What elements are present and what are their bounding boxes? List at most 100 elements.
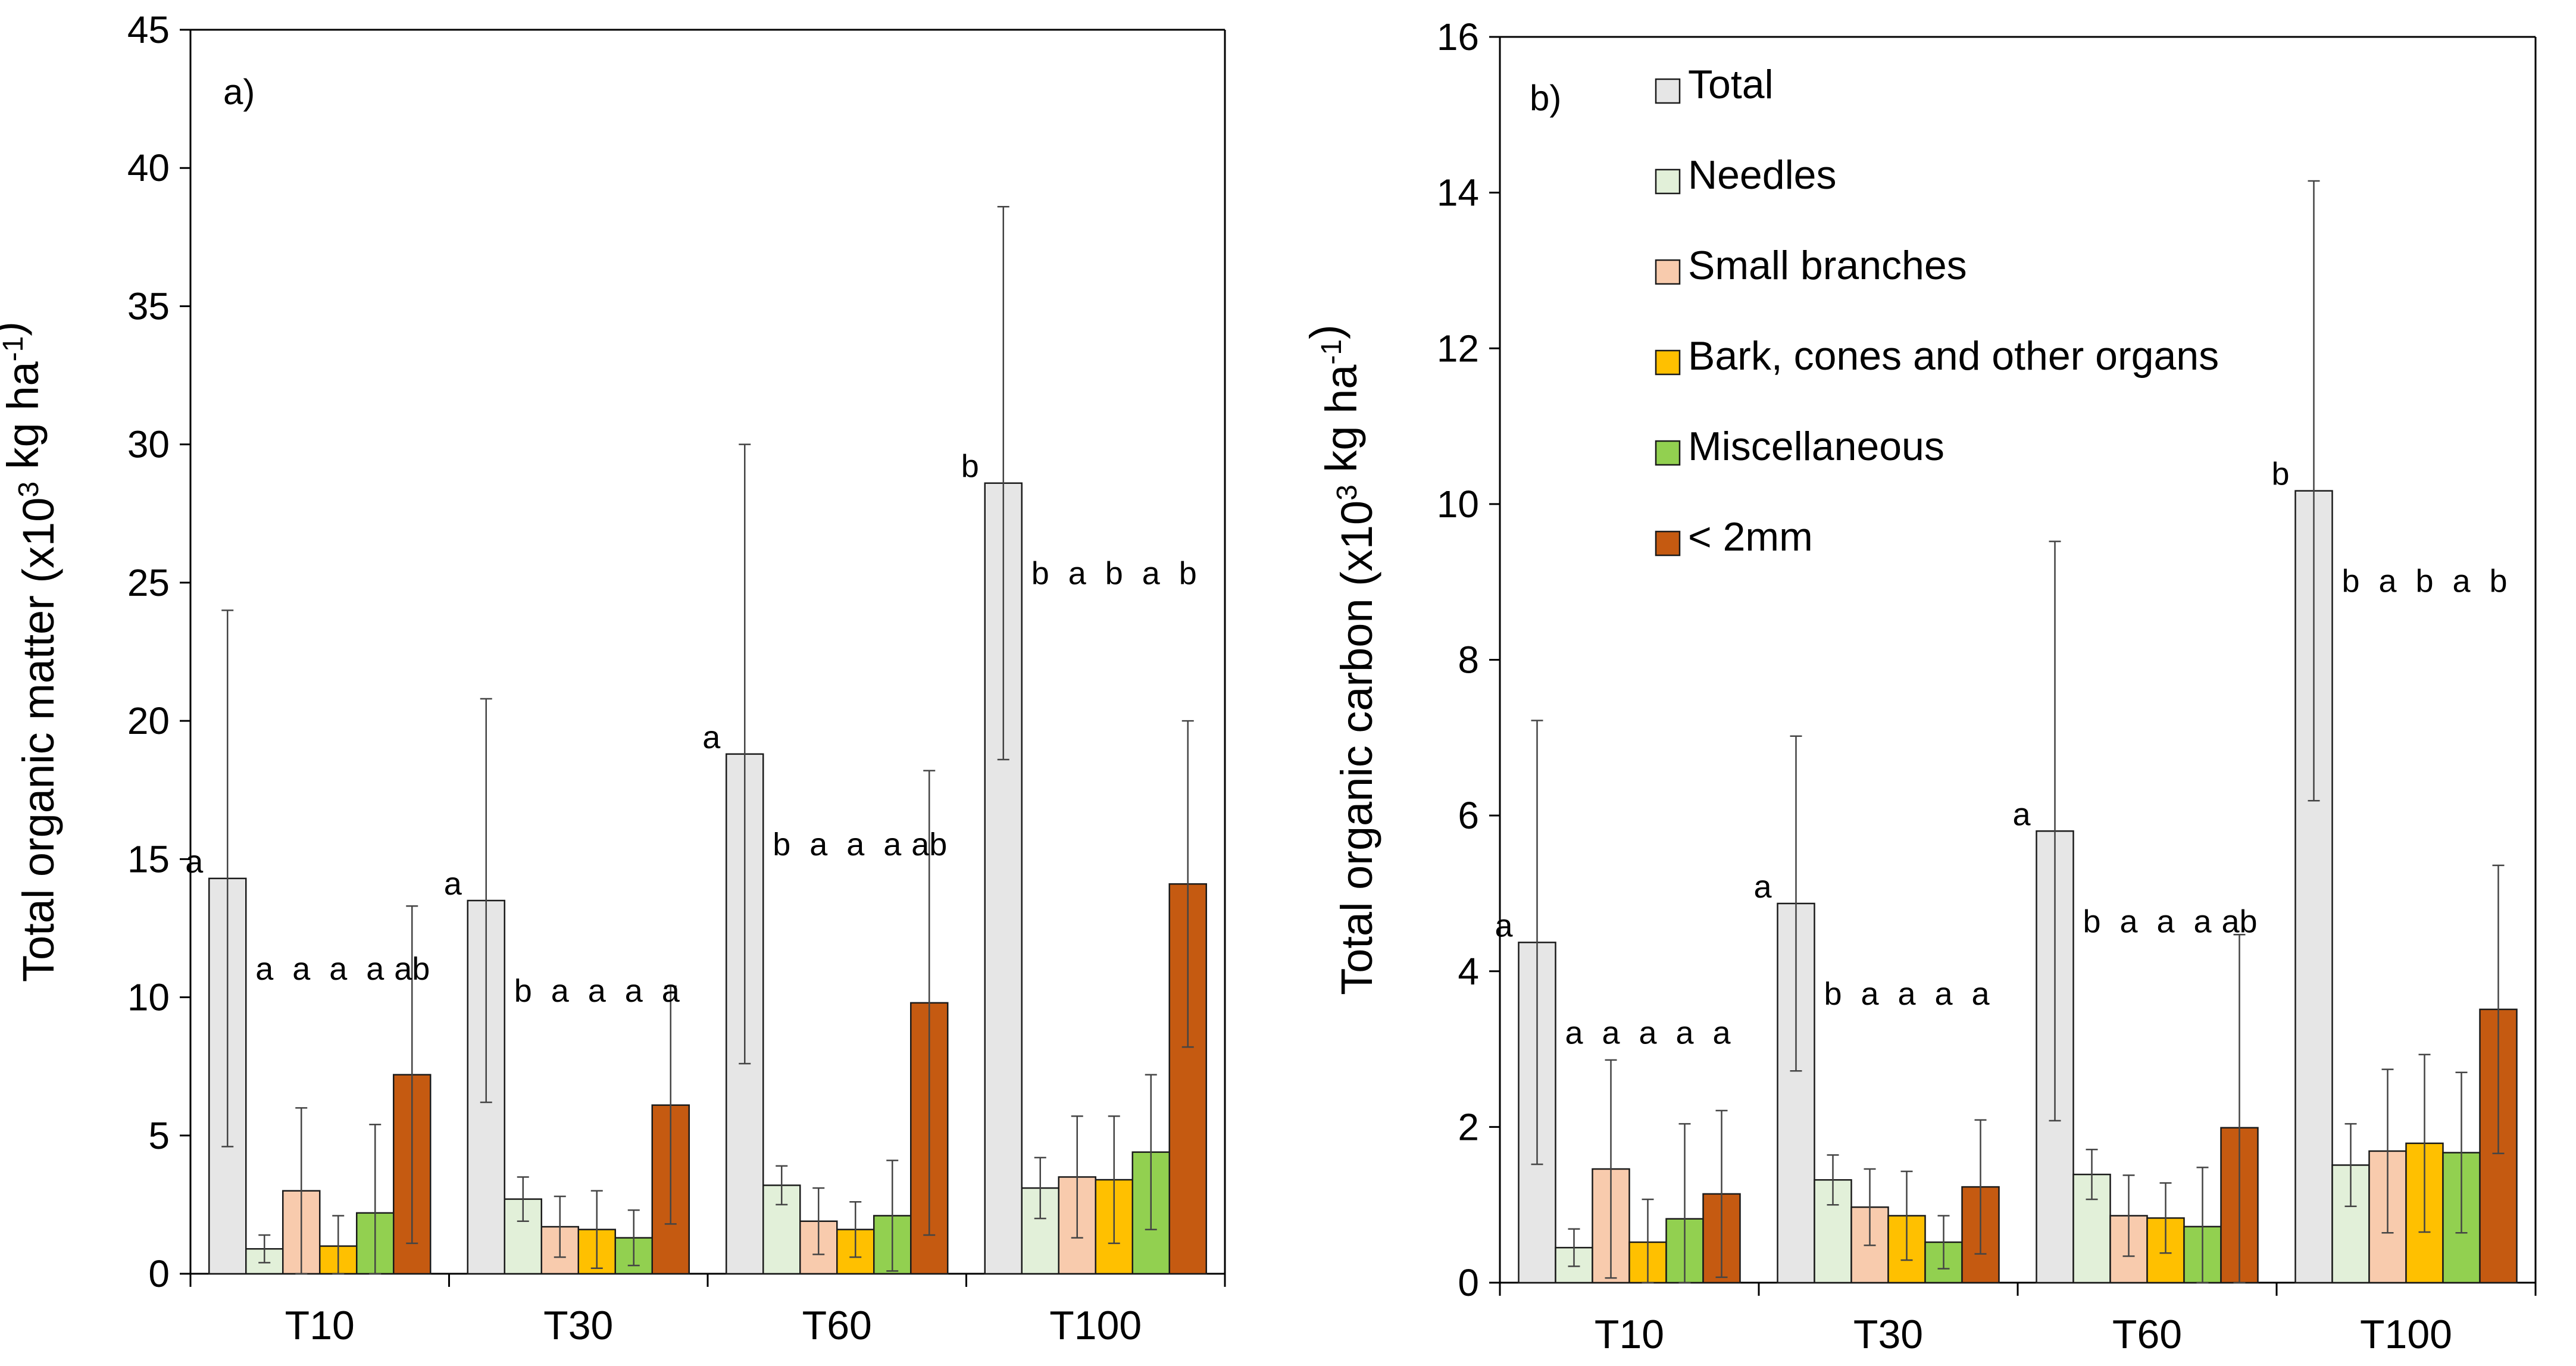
y-tick-label: 10 <box>1437 483 1479 526</box>
y-tick-label: 0 <box>1458 1261 1479 1304</box>
x-category-label: T100 <box>2360 1312 2452 1357</box>
significance-letter: a <box>366 951 384 987</box>
y-axis-title-part: kg ha <box>1317 364 1366 484</box>
significance-letter: a <box>1897 976 1916 1012</box>
significance-letter: ab <box>2221 904 2257 939</box>
y-tick-label: 12 <box>1437 327 1479 370</box>
legend-entry-label: Miscellaneous <box>1688 424 1944 469</box>
x-category-label: T30 <box>1853 1312 1923 1357</box>
significance-letter: b <box>2341 564 2359 599</box>
significance-letter: b <box>1179 556 1197 592</box>
significance-letter: a <box>662 973 680 1009</box>
legend-swatch <box>1655 440 1681 466</box>
y-tick-label: 14 <box>1437 171 1479 214</box>
y-tick-label: 16 <box>1437 15 1479 58</box>
significance-letter: b <box>1824 976 1842 1012</box>
y-tick-label: 2 <box>1458 1105 1479 1148</box>
y-tick-label: 40 <box>127 146 170 189</box>
significance-letter: a <box>551 973 570 1009</box>
significance-letter: a <box>883 827 902 862</box>
y-tick-label: 5 <box>148 1114 170 1157</box>
y-tick-label: 25 <box>127 561 170 604</box>
significance-letter: b <box>1105 556 1123 592</box>
significance-letter: a <box>2156 904 2175 939</box>
significance-letter: a <box>2452 564 2471 599</box>
legend-entry-label: Needles <box>1688 152 1837 198</box>
legend-entry-label: Bark, cones and other organs <box>1688 333 2219 379</box>
significance-letter: a <box>1934 976 1953 1012</box>
significance-letter: a <box>625 973 643 1009</box>
y-axis-title-superscript: -1 <box>1316 339 1348 365</box>
significance-letter: a <box>2119 904 2138 939</box>
y-axis-title-part: kg ha <box>0 361 48 482</box>
significance-letter: a <box>1675 1015 1694 1051</box>
y-tick-label: 35 <box>127 285 170 327</box>
significance-letter: a <box>1602 1015 1620 1051</box>
legend-swatch <box>1655 530 1681 557</box>
y-tick-label: 6 <box>1458 794 1479 837</box>
significance-letter: a <box>185 844 204 880</box>
significance-letter: b <box>2271 457 2289 492</box>
significance-letter: ab <box>394 951 430 987</box>
x-category-label: T60 <box>2112 1312 2182 1357</box>
legend-entry-label: Small branches <box>1688 243 1967 288</box>
significance-letter: a <box>2193 904 2212 939</box>
significance-letter: a <box>1639 1015 1657 1051</box>
y-tick-label: 4 <box>1458 950 1479 993</box>
significance-letter: a <box>2012 796 2031 832</box>
x-category-label: T60 <box>802 1303 872 1348</box>
y-tick-label: 20 <box>127 699 170 742</box>
significance-letter: ab <box>911 827 947 862</box>
bar <box>1168 883 1207 1275</box>
significance-letter: a <box>1971 976 1990 1012</box>
y-tick-label: 45 <box>127 8 170 51</box>
y-axis-title-part: Total organic carbon (x10 <box>1332 501 1381 995</box>
significance-letter: a <box>2378 564 2397 599</box>
significance-letter: a <box>1712 1015 1731 1051</box>
y-axis-title: Total organic carbon (x103 kg ha-1) <box>1301 324 1381 995</box>
panel-label: b) <box>1530 78 1561 118</box>
y-axis-title: Total organic matter (x103 kg ha-1) <box>0 321 63 982</box>
significance-letter: a <box>1142 556 1161 592</box>
y-axis-title-part: ) <box>1301 324 1350 339</box>
y-axis-title-part: ) <box>0 321 32 336</box>
significance-letter: b <box>961 449 979 484</box>
y-axis-title-part: Total organic matter (x10 <box>14 498 63 982</box>
y-axis-title-superscript: -1 <box>0 336 29 362</box>
x-category-label: T10 <box>1595 1312 1664 1357</box>
significance-letter: b <box>773 827 790 862</box>
y-tick-label: 10 <box>127 976 170 1019</box>
significance-letter: b <box>1031 556 1049 592</box>
legend-swatch <box>1655 168 1681 195</box>
significance-letter: a <box>588 973 607 1009</box>
significance-letter: b <box>2083 904 2100 939</box>
y-axis-title-superscript: 3 <box>1331 484 1363 501</box>
significance-letter: a <box>444 866 462 902</box>
legend-entry-label: Total <box>1688 62 1774 107</box>
legend-entry-label: < 2mm <box>1688 514 1813 559</box>
y-tick-label: 8 <box>1458 639 1479 682</box>
panel-label: a) <box>223 72 255 112</box>
legend-swatch <box>1655 259 1681 285</box>
significance-letter: a <box>1753 869 1772 905</box>
significance-letter: a <box>846 827 865 862</box>
y-tick-label: 30 <box>127 423 170 466</box>
significance-letter: a <box>702 720 721 755</box>
significance-letter: b <box>2489 564 2507 599</box>
x-category-label: T30 <box>543 1303 613 1348</box>
significance-letter: a <box>1565 1015 1583 1051</box>
significance-letter: b <box>2415 564 2433 599</box>
significance-letter: a <box>1495 908 1513 943</box>
x-category-label: T10 <box>285 1303 355 1348</box>
y-tick-label: 15 <box>127 837 170 880</box>
y-axis-title-superscript: 3 <box>13 482 45 498</box>
significance-letter: b <box>514 973 532 1009</box>
significance-letter: a <box>1068 556 1087 592</box>
x-category-label: T100 <box>1049 1303 1142 1348</box>
legend-swatch <box>1655 349 1681 376</box>
significance-letter: a <box>292 951 311 987</box>
legend: Total Needles Small branches Bark, cones an… <box>1655 62 2219 559</box>
